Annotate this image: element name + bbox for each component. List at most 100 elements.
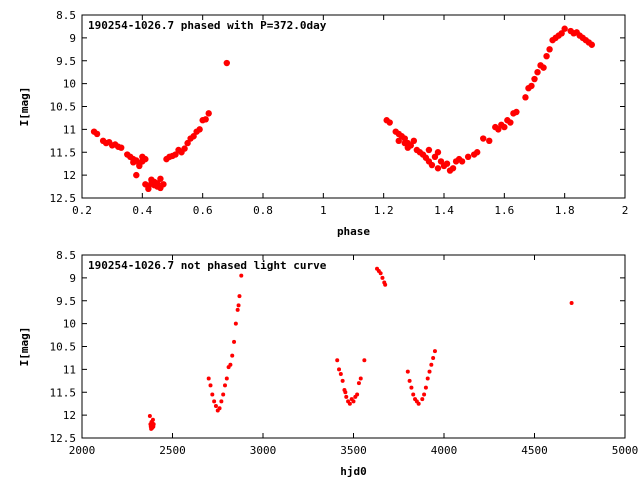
data-point [434,149,442,156]
x-tick-label: 1 [320,204,327,217]
data-point [222,383,227,388]
y-tick-label: 11.5 [50,146,77,159]
y-tick-label: 10.5 [50,101,77,114]
x-tick-label: 0.8 [253,204,273,217]
data-point [561,25,568,32]
x-tick-label: 4000 [431,444,458,457]
x-tick-label: 3500 [340,444,367,457]
data-point [337,367,342,372]
data-point [347,401,352,406]
y-tick-label: 12 [63,409,76,422]
data-point [160,181,167,188]
data-point [528,82,535,90]
data-point [543,52,550,60]
x-tick-label: 2500 [159,444,186,457]
data-point [358,376,363,381]
data-point [432,349,437,354]
data-point [223,59,230,67]
data-point [232,339,237,344]
data-point [458,158,466,165]
x-axis-label: phase [337,225,370,238]
data-point [136,162,143,170]
data-point [230,353,235,358]
data-point [386,119,393,126]
data-point [338,371,343,376]
x-tick-label: 1.2 [374,204,394,217]
y-tick-label: 12.5 [50,432,77,445]
data-point [356,381,361,386]
data-point [237,294,242,299]
y-tick-label: 10.5 [50,341,77,354]
data-point [236,303,241,308]
x-tick-label: 1.4 [434,204,454,217]
data-point [416,401,421,406]
data-point [343,390,348,395]
y-tick-label: 9 [69,272,76,285]
data-point [118,144,125,151]
data-point [206,376,211,381]
y-tick-label: 9 [69,32,76,45]
data-point [431,153,439,161]
data-point [501,123,508,131]
data-point [196,126,203,133]
y-tick-label: 8.5 [56,9,76,22]
data-point [407,142,415,149]
unphased-light-curve-panel: 2000 2500 3000 3500 4000 4500 5000 8.5 9 9.5 10 10.… [18,249,638,478]
data-point [145,185,152,193]
data-point [202,116,209,123]
data-point [213,403,218,408]
y-tick-label: 11.5 [50,386,77,399]
data-point [380,275,385,280]
data-point [480,135,487,142]
data-point [420,397,425,402]
data-point [239,273,244,278]
data-point [434,165,442,172]
x-tick-label: 2 [622,204,629,217]
data-point [210,392,215,397]
data-point [401,135,408,142]
data-point [540,64,547,71]
data-point [351,399,356,404]
y-tick-label: 10 [63,318,76,331]
data-point [395,137,402,145]
y-axis-label: I[mag] [18,87,31,127]
data-point [534,68,541,76]
data-point [513,108,520,116]
data-point [473,149,481,156]
y-tick-label: 8.5 [56,249,76,262]
data-point [531,75,538,83]
y-tick-label: 12.5 [50,192,77,205]
data-point [235,307,240,312]
y-tick-label: 11 [63,123,76,136]
x-tick-label: 0.2 [72,204,92,217]
data-point [157,175,164,182]
data-point [217,406,222,411]
data-point [507,119,514,126]
data-point [405,369,410,374]
data-point [429,362,434,367]
y-tick-label: 10 [63,78,76,91]
data-point [383,282,388,287]
x-tick-label: 1.8 [555,204,575,217]
x-tick-label: 0.6 [193,204,213,217]
data-point [147,414,152,419]
data-point [464,153,472,161]
data-point [522,94,529,101]
plot-title: 190254-1026.7 phased with P=372.0day [88,19,327,32]
data-point [409,385,414,390]
data-point [344,394,349,399]
data-point [212,399,217,404]
data-point [335,358,340,363]
data-point [425,146,433,154]
data-point [151,422,156,427]
x-tick-label: 1.6 [494,204,514,217]
data-point [443,160,451,167]
data-point [546,46,553,53]
data-point [410,137,418,145]
data-point [495,126,502,133]
y-tick-label: 9.5 [56,55,76,68]
phased-light-curve-panel: 0.2 0.4 0.6 0.8 1 1.2 1.4 1.6 1.8 2 8.5 9 9.5 10 10.5 1… [18,9,628,238]
data-point [378,271,383,276]
data-point [425,376,430,381]
